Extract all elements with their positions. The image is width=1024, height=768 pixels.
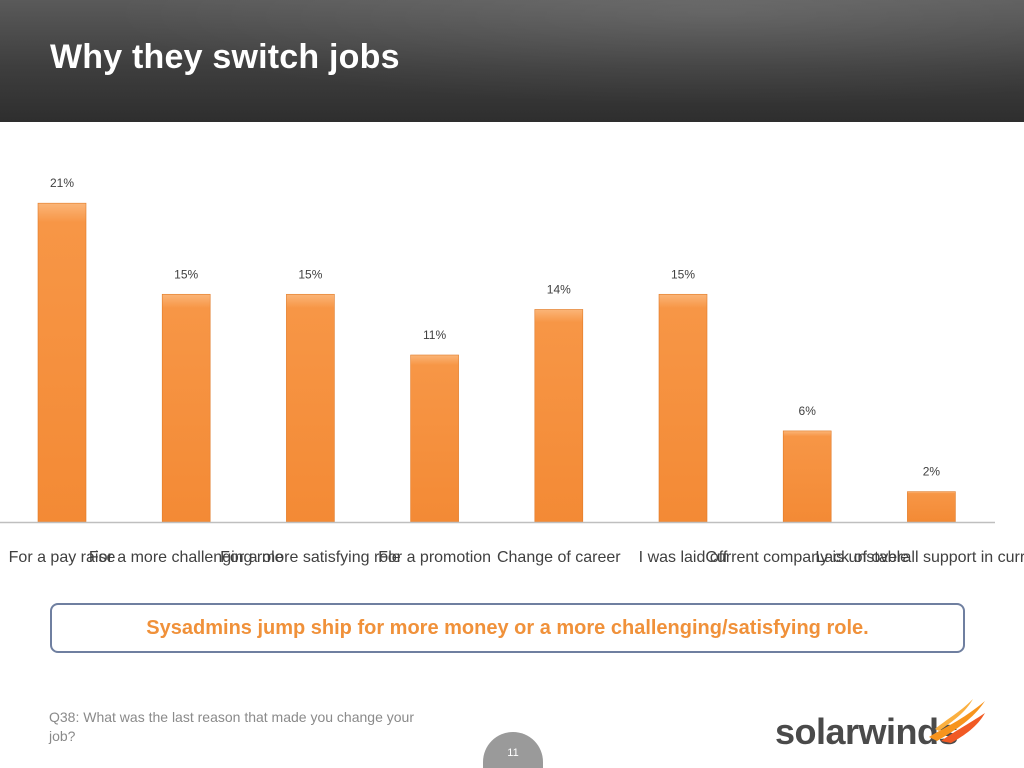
key-takeaway-text: Sysadmins jump ship for more money or a … — [146, 616, 869, 639]
solarwinds-logo: solarwinds — [775, 697, 990, 752]
category-label: For a more satisfying role — [220, 549, 401, 566]
data-label: 14% — [547, 282, 571, 296]
data-label: 15% — [298, 267, 322, 281]
category-label: Lack of overall support in current — [815, 549, 1024, 566]
category-label: Current company is unstable — [705, 549, 909, 566]
data-label: 15% — [174, 267, 198, 281]
data-label: 6% — [799, 404, 817, 418]
category-label: I was laid off — [639, 549, 728, 566]
category-label: For a promotion — [378, 549, 491, 566]
bar — [534, 309, 584, 523]
data-label: 2% — [923, 465, 941, 479]
bar — [37, 202, 87, 523]
logo-wordmark: solarwinds — [775, 711, 959, 752]
bar — [161, 293, 211, 523]
data-label: 11% — [423, 328, 446, 342]
survey-question-footnote: Q38: What was the last reason that made … — [49, 709, 414, 744]
bar — [907, 491, 956, 523]
bar — [658, 293, 708, 523]
bar-chart: 21% For a pay raise 15% For a more challeng… — [0, 176, 1024, 566]
bar — [286, 293, 335, 523]
category-label: For a pay raise — [9, 549, 116, 566]
category-label: Change of career — [497, 549, 621, 566]
title-bar: Why they switch jobs — [0, 0, 1024, 122]
slide-title: Why they switch jobs — [50, 38, 400, 76]
category-label: For a more challenging role — [89, 549, 284, 566]
page-number-tab: 11 — [483, 732, 543, 768]
key-takeaway-box: Sysadmins jump ship for more money or a … — [50, 603, 965, 653]
data-label: 21% — [50, 176, 74, 190]
bar — [782, 430, 832, 523]
page-number: 11 — [507, 747, 519, 759]
title-bar-sheen — [0, 0, 1024, 122]
data-label: 15% — [671, 267, 695, 281]
bar — [410, 354, 459, 523]
flame-icon — [929, 699, 985, 743]
